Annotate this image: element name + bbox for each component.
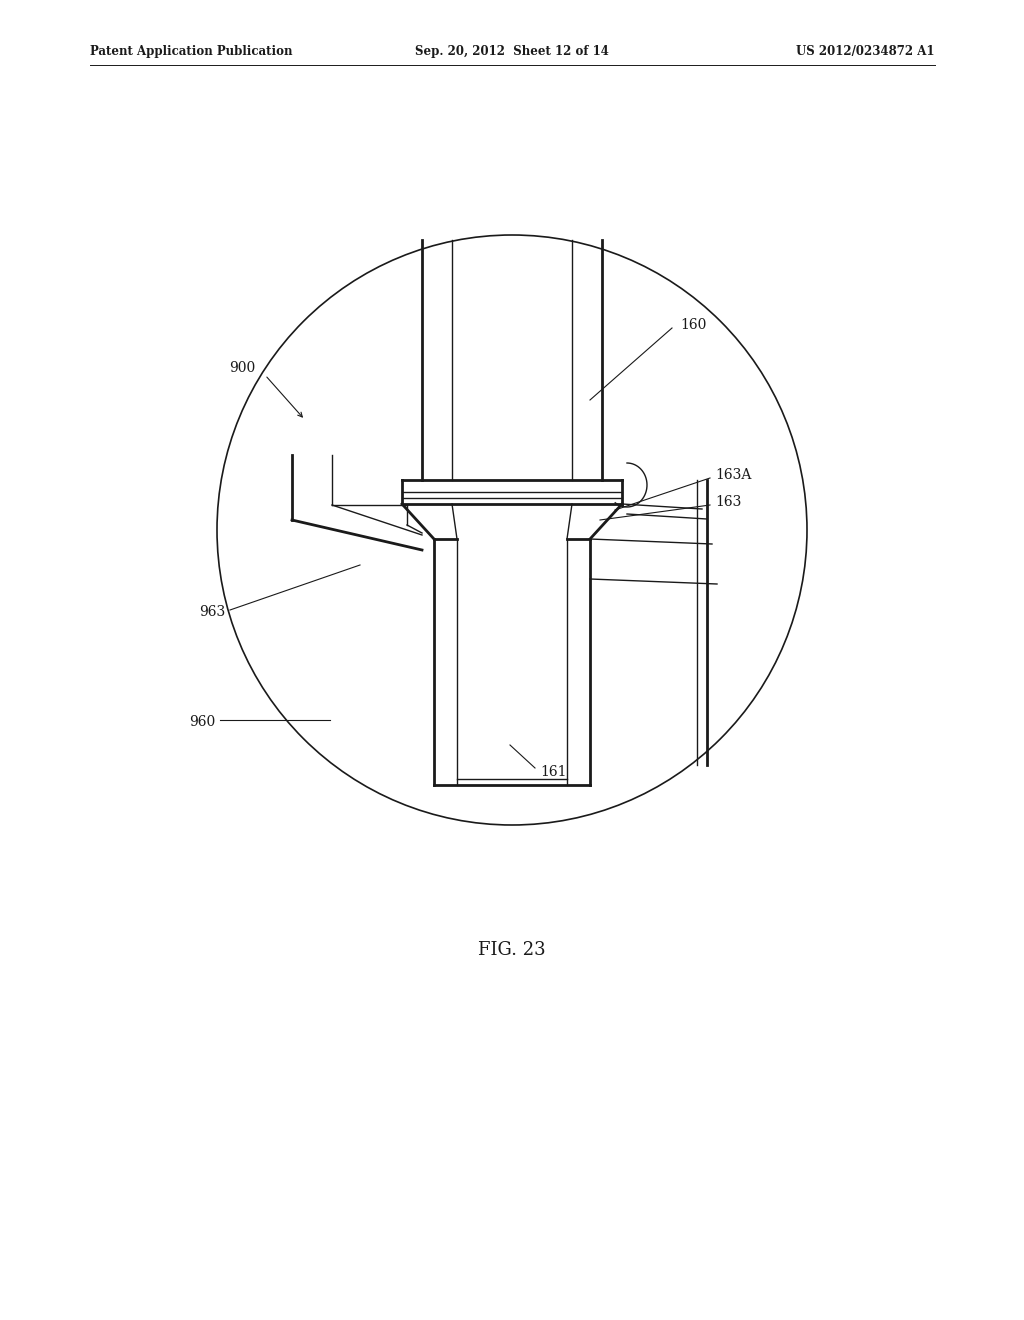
Text: 161: 161 bbox=[540, 766, 566, 779]
Text: US 2012/0234872 A1: US 2012/0234872 A1 bbox=[797, 45, 935, 58]
Text: 163A: 163A bbox=[715, 469, 752, 482]
Text: 960: 960 bbox=[188, 715, 215, 729]
Text: FIG. 23: FIG. 23 bbox=[478, 941, 546, 960]
Text: Sep. 20, 2012  Sheet 12 of 14: Sep. 20, 2012 Sheet 12 of 14 bbox=[415, 45, 609, 58]
Text: 963: 963 bbox=[199, 605, 225, 619]
Text: 900: 900 bbox=[228, 360, 255, 375]
Text: Patent Application Publication: Patent Application Publication bbox=[90, 45, 293, 58]
Text: 163: 163 bbox=[715, 495, 741, 510]
Text: 160: 160 bbox=[680, 318, 707, 333]
